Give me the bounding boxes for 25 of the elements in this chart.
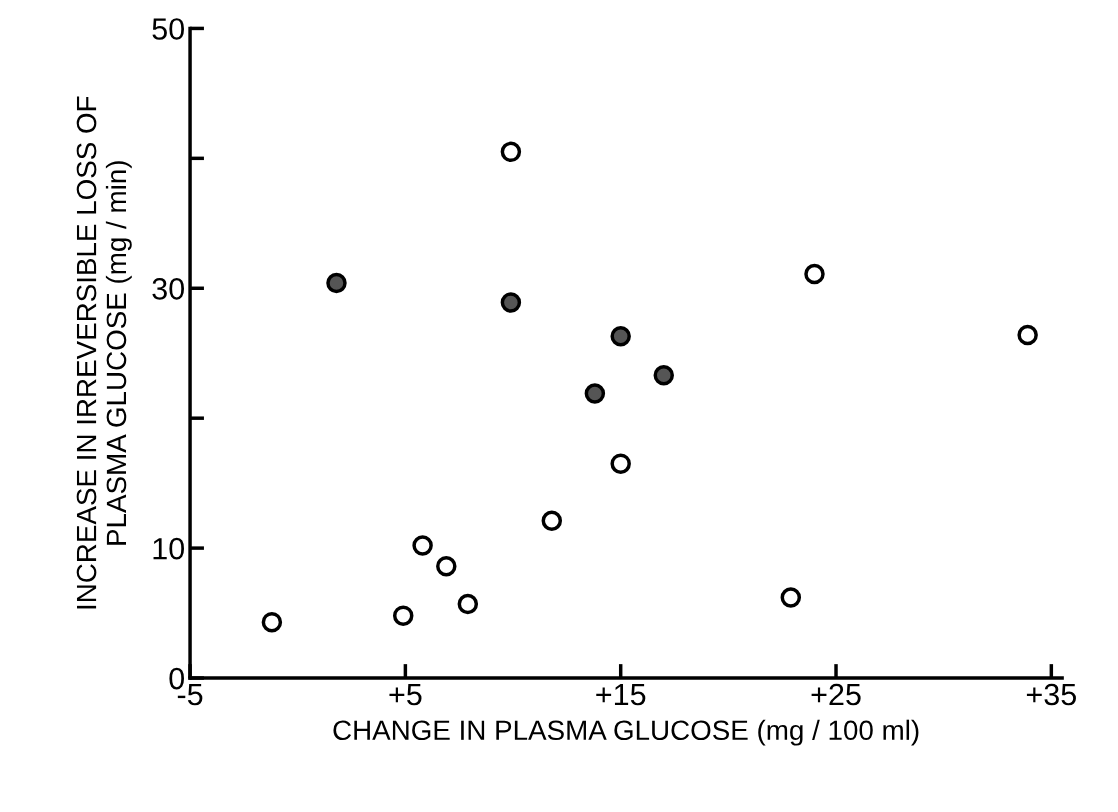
x-tick-label: +15 xyxy=(596,684,646,706)
point xyxy=(610,453,631,474)
y-tick-label: 10 xyxy=(153,537,185,560)
point xyxy=(436,556,457,577)
x-tick-label: +35 xyxy=(1026,683,1076,706)
point xyxy=(584,383,606,404)
point xyxy=(457,593,479,615)
point xyxy=(261,611,283,633)
y-tick-label: 50 xyxy=(152,18,185,40)
x-axis-title: CHANGE IN PLASMA GLUCOSE (mg / 100 ml) xyxy=(333,719,919,746)
point xyxy=(500,141,522,163)
y-tick-label: 30 xyxy=(152,278,185,300)
point xyxy=(653,365,675,386)
point xyxy=(1017,324,1038,346)
x-tick-label: +25 xyxy=(811,683,861,706)
x-tick-label: +5 xyxy=(389,684,422,706)
point xyxy=(412,535,433,556)
point xyxy=(326,272,347,294)
point xyxy=(780,587,802,608)
point xyxy=(804,263,825,285)
point xyxy=(500,292,522,313)
y-axis-title: INCREASE IN IRREVERSIBLE LOSS OF PLASMA GLUCOSE (mg / min) xyxy=(76,96,132,609)
point xyxy=(392,605,414,626)
point xyxy=(610,326,631,347)
point xyxy=(541,510,563,532)
